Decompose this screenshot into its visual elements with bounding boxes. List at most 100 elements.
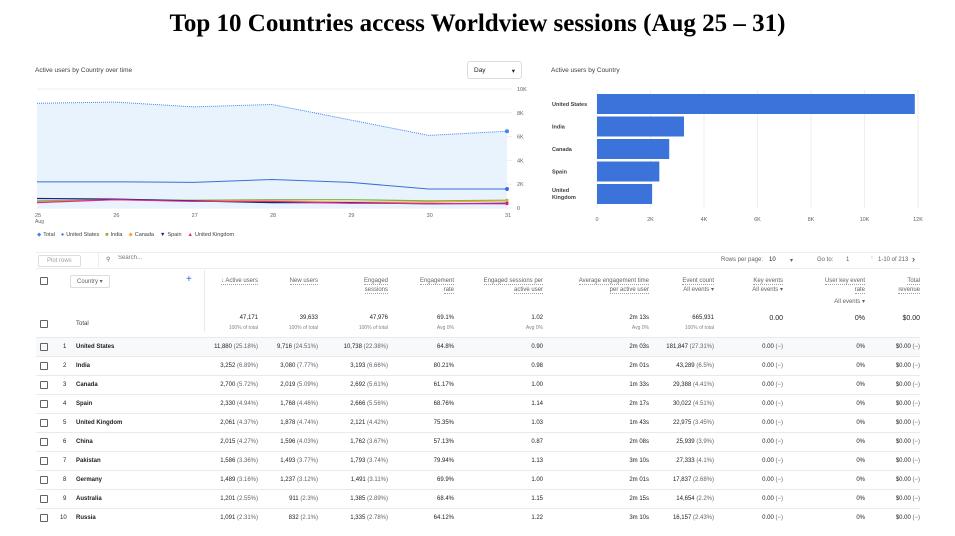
table-row[interactable]: 4 Spain 2,330 (4.94%) 1,768 (4.46%) 2,666 (5… xyxy=(36,394,920,413)
row-checkbox[interactable] xyxy=(40,343,48,351)
select-all-checkbox[interactable] xyxy=(40,277,48,285)
row-cell: 0% xyxy=(856,382,865,388)
row-checkbox[interactable] xyxy=(40,457,48,465)
add-dimension-icon[interactable]: + xyxy=(186,274,192,285)
row-country: Canada xyxy=(76,382,98,388)
granularity-select[interactable]: Day ▾ xyxy=(467,61,522,79)
key-event-filter[interactable]: All events ▾ xyxy=(834,299,865,305)
rows-per-page-select[interactable]: 10 xyxy=(769,257,776,263)
row-cell: 1.22 xyxy=(531,515,543,521)
bar[interactable] xyxy=(597,161,660,182)
cell-percent: (−) xyxy=(775,477,784,483)
bar[interactable] xyxy=(597,184,653,204)
cell-value: 1.03 xyxy=(531,420,543,426)
row-country: China xyxy=(76,439,93,445)
row-cell: 1,489 (3.16%) xyxy=(220,477,258,483)
column-header-label: Engaged sessions per xyxy=(483,278,543,285)
column-header-sublabel: rate xyxy=(443,287,454,294)
column-header[interactable]: ↓ Active users xyxy=(220,277,258,286)
series-end-marker xyxy=(505,186,509,191)
total-value: 39,633 xyxy=(299,315,318,321)
goto-input[interactable]: 1 xyxy=(846,257,850,263)
cell-value: 0.00 xyxy=(762,344,774,350)
cell-percent: (5.09%) xyxy=(296,382,318,388)
column-header[interactable]: New users xyxy=(289,277,318,286)
table-row[interactable]: 7 Pakistan 1,586 (3.36%) 1,493 (3.77%) 1,793… xyxy=(36,451,920,470)
cell-value: 68.4% xyxy=(436,496,454,502)
column-header[interactable]: Engaged sessions xyxy=(363,277,388,295)
row-checkbox[interactable] xyxy=(40,438,48,446)
row-cell: $0.00 (−) xyxy=(896,496,920,502)
cell-value: 0% xyxy=(856,344,865,350)
bar[interactable] xyxy=(597,94,915,114)
legend-item[interactable]: ◆ Canada xyxy=(128,232,154,238)
row-cell: 1,201 (2.55%) xyxy=(220,496,258,502)
x-tick-label: 28 xyxy=(270,213,276,219)
legend-label: United States xyxy=(66,232,100,238)
dropdown-arrow-icon[interactable]: ▾ xyxy=(790,258,794,264)
table-row[interactable]: 3 Canada 2,700 (5.72%) 2,019 (5.09%) 2,692 (… xyxy=(36,375,920,394)
table-row[interactable]: 6 China 2,015 (4.27%) 1,596 (4.03%) 1,762 (3… xyxy=(36,432,920,451)
row-cell: 1,335 (2.78%) xyxy=(350,515,388,521)
column-header[interactable]: Total revenue xyxy=(898,277,920,295)
row-checkbox[interactable] xyxy=(40,362,48,370)
prev-page-icon[interactable]: ‹ xyxy=(871,255,873,261)
row-checkbox[interactable] xyxy=(40,381,48,389)
row-cell: $0.00 (−) xyxy=(896,477,920,483)
total-value: 47,976 xyxy=(369,315,388,321)
row-checkbox[interactable] xyxy=(40,495,48,503)
table-row[interactable]: 8 Germany 1,489 (3.16%) 1,237 (3.12%) 1,491 … xyxy=(36,470,920,489)
row-cell: 3m 10s xyxy=(629,515,649,521)
series-end-marker xyxy=(505,202,509,206)
legend-item[interactable]: ◆ Total xyxy=(37,232,55,238)
cell-value: 25,939 xyxy=(676,439,695,445)
bar[interactable] xyxy=(597,139,670,159)
column-header[interactable]: User key event rate All events ▾ xyxy=(824,277,865,307)
cell-value: $0.00 xyxy=(895,439,911,445)
column-header[interactable]: Key events All events ▾ xyxy=(752,277,783,295)
x-tick-label: 2K xyxy=(647,217,654,223)
row-cell: 1,385 (2.89%) xyxy=(350,496,388,502)
table-row[interactable]: 5 United Kingdom 2,061 (4.37%) 1,878 (4.74%… xyxy=(36,413,920,432)
row-checkbox[interactable] xyxy=(40,400,48,408)
row-cell: 0% xyxy=(856,496,865,502)
bar[interactable] xyxy=(597,116,684,137)
legend-item[interactable]: ● United States xyxy=(61,232,99,238)
x-tick-label: 29 xyxy=(348,213,354,219)
table-row[interactable]: 10 Russia 1,091 (2.31%) 832 (2.1%) 1,335 (2.… xyxy=(36,508,920,527)
x-tick-label: 25 xyxy=(35,213,41,219)
legend-label: India xyxy=(110,232,123,238)
total-cell: 2m 13s Avg 0% xyxy=(629,315,649,331)
column-header[interactable]: Engaged sessions per active user xyxy=(483,277,543,295)
total-value: $0.00 xyxy=(902,315,920,322)
dimension-select[interactable]: Country ▾ xyxy=(70,275,110,288)
plot-rows-button[interactable]: Plot rows xyxy=(38,255,81,267)
table-row[interactable]: 2 India 3,252 (6.89%) 3,080 (7.77%) 3,193 (6… xyxy=(36,356,920,375)
row-cell: 79.94% xyxy=(434,458,454,464)
row-checkbox[interactable] xyxy=(40,514,48,522)
total-sub: 100% of total xyxy=(228,325,258,331)
row-checkbox[interactable] xyxy=(40,476,48,484)
legend-item[interactable]: ▲ United Kingdom xyxy=(188,232,235,238)
cell-value: 1.15 xyxy=(531,496,543,502)
column-header[interactable]: Event count All events ▾ xyxy=(682,277,714,295)
legend-item[interactable]: ■ India xyxy=(105,232,122,238)
next-page-icon[interactable]: › xyxy=(912,254,915,264)
row-checkbox[interactable] xyxy=(40,419,48,427)
cell-value: 1,489 xyxy=(220,477,236,483)
cell-value: 1,237 xyxy=(280,477,296,483)
row-cell: 0% xyxy=(856,401,865,407)
x-tick-label: 12K xyxy=(913,217,923,223)
column-header[interactable]: Average engagement time per active user xyxy=(578,277,649,295)
row-rank: 8 xyxy=(63,477,67,483)
row-checkbox[interactable] xyxy=(40,320,48,328)
total-value: 0.00 xyxy=(769,315,783,322)
column-header[interactable]: Engagement rate xyxy=(419,277,454,295)
legend-label: Spain xyxy=(167,232,182,238)
cell-percent: (5.72%) xyxy=(236,382,258,388)
table-row[interactable]: 1 United States 11,880 (25.18%) 9,716 (24.5… xyxy=(36,337,920,356)
search-input[interactable] xyxy=(118,255,218,261)
table-row[interactable]: 9 Australia 1,201 (2.55%) 911 (2.3%) 1,385 (… xyxy=(36,489,920,508)
legend-item[interactable]: ▼ Spain xyxy=(160,232,182,238)
line-chart-legend: ◆ Total ● United States ■ India ◆ Canada ▼ Spain ▲… xyxy=(37,232,234,238)
